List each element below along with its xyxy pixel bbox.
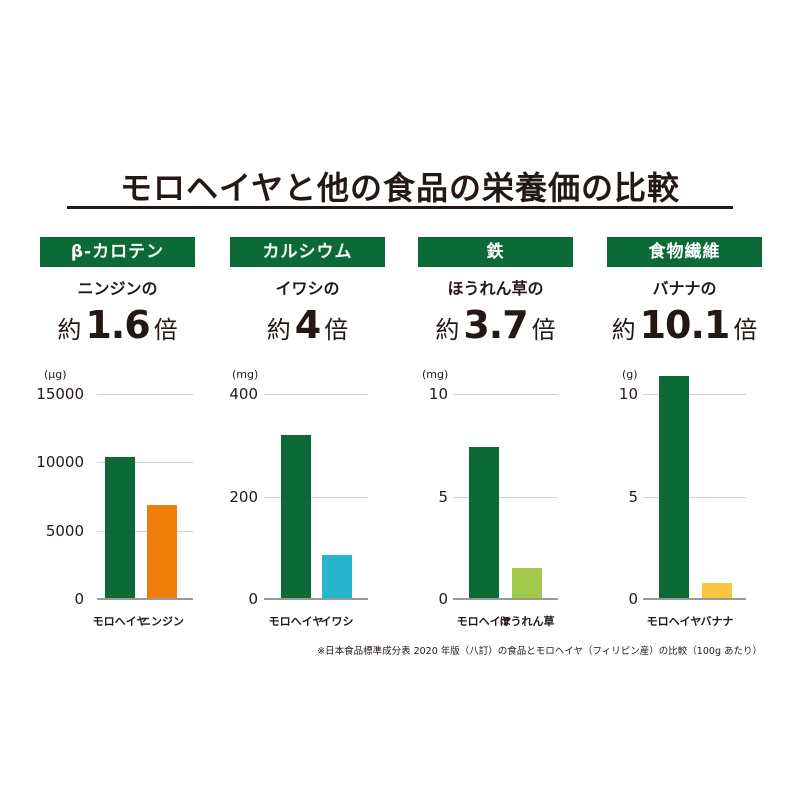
title-underline bbox=[67, 206, 733, 209]
comparison-food-label: バナナの bbox=[652, 279, 717, 298]
bar-molokheiya bbox=[105, 456, 135, 599]
bar-molokheiya bbox=[659, 375, 689, 599]
x-axis-baseline bbox=[453, 598, 558, 600]
y-tick-label: 15000 bbox=[36, 385, 84, 403]
x-category-label: モロヘイヤ bbox=[456, 615, 512, 628]
x-category-label: ニンジン bbox=[140, 615, 184, 628]
bar-comparison bbox=[702, 582, 732, 599]
y-tick-label: 200 bbox=[229, 487, 258, 506]
gridline bbox=[643, 394, 746, 395]
bar-comparison bbox=[147, 504, 177, 599]
bar-molokheiya bbox=[281, 435, 311, 599]
y-tick-label: 0 bbox=[628, 590, 638, 608]
y-tick-label: 0 bbox=[438, 590, 448, 608]
gridline bbox=[264, 496, 368, 498]
comparison-food-label: ほうれん草の bbox=[447, 279, 544, 298]
y-tick-label: 0 bbox=[74, 590, 84, 608]
x-category-label: モロヘイヤ bbox=[268, 615, 324, 628]
multiplier-text: 約 1.6 倍 bbox=[40, 303, 195, 347]
gridline bbox=[97, 394, 193, 395]
approx-label: 約 bbox=[435, 316, 460, 344]
x-axis-baseline bbox=[97, 598, 193, 600]
multiplier-value: 4 bbox=[294, 303, 321, 347]
multiplier-value: 3.7 bbox=[463, 303, 528, 347]
y-axis-unit-label: (g) bbox=[622, 368, 638, 381]
gridline bbox=[643, 496, 746, 498]
gridline bbox=[453, 496, 558, 498]
panel-iron: 鉄 ほうれん草の 約 3.7 倍 bbox=[418, 237, 573, 347]
nutrient-badge: β-カロテン bbox=[40, 237, 195, 267]
x-category-label: モロヘイヤ bbox=[92, 615, 148, 628]
multiplier-value: 1.6 bbox=[85, 303, 150, 347]
times-label: 倍 bbox=[324, 316, 349, 344]
source-footnote: ※日本食品標準成分表 2020 年版（八訂）の食品とモロヘイヤ（フィリピン産）の… bbox=[317, 646, 762, 657]
y-axis-unit-label: (μg) bbox=[44, 368, 67, 381]
y-tick-label: 10 bbox=[428, 385, 448, 403]
approx-label: 約 bbox=[266, 316, 291, 344]
gridline bbox=[453, 394, 558, 395]
bar-comparison bbox=[322, 554, 352, 599]
y-tick-label: 5 bbox=[438, 487, 448, 506]
y-tick-label: 0 bbox=[248, 590, 258, 608]
nutrient-badge: 鉄 bbox=[418, 237, 573, 267]
gridline bbox=[97, 462, 193, 464]
gridline bbox=[97, 530, 193, 532]
gridline bbox=[264, 394, 368, 395]
multiplier-text: 約 10.1 倍 bbox=[607, 303, 762, 347]
x-category-label: バナナ bbox=[700, 615, 734, 628]
y-axis-unit-label: (mg) bbox=[232, 368, 259, 381]
x-category-label: モロヘイヤ bbox=[646, 615, 702, 628]
nutrient-badge: 食物繊維 bbox=[607, 237, 762, 267]
chart-beta-carotene: (μg) 0 5000 10000 15000 モロヘイヤ ニンジン bbox=[30, 360, 220, 640]
x-category-label: イワシ bbox=[320, 615, 354, 628]
comparison-food-label: ニンジンの bbox=[77, 279, 158, 298]
y-tick-label: 5 bbox=[628, 487, 638, 506]
nutrient-badge: カルシウム bbox=[230, 237, 385, 267]
x-axis-baseline bbox=[643, 598, 746, 600]
x-axis-baseline bbox=[264, 598, 368, 600]
approx-label: 約 bbox=[57, 316, 82, 344]
chart-iron: (mg) 0 5 10 モロヘイヤ ほうれん草 bbox=[400, 360, 590, 640]
y-tick-label: 10 bbox=[618, 385, 638, 403]
bar-molokheiya bbox=[469, 447, 499, 599]
page-title: モロヘイヤと他の食品の栄養価の比較 bbox=[119, 169, 681, 207]
times-label: 倍 bbox=[153, 316, 178, 344]
y-tick-label: 400 bbox=[229, 385, 258, 403]
approx-label: 約 bbox=[611, 316, 636, 344]
y-tick-label: 5000 bbox=[45, 521, 84, 540]
panel-dietary-fiber: 食物繊維 バナナの 約 10.1 倍 bbox=[607, 237, 762, 347]
x-category-label: ほうれん草 bbox=[499, 615, 555, 628]
comparison-food-label: イワシの bbox=[275, 279, 340, 298]
multiplier-text: 約 3.7 倍 bbox=[418, 303, 573, 347]
y-axis-unit-label: (mg) bbox=[422, 368, 449, 381]
y-tick-label: 10000 bbox=[36, 453, 84, 472]
chart-calcium: (mg) 0 200 400 モロヘイヤ イワシ bbox=[210, 360, 400, 640]
times-label: 倍 bbox=[733, 316, 758, 344]
multiplier-value: 10.1 bbox=[639, 303, 731, 347]
chart-dietary-fiber: (g) 0 5 10 モロヘイヤ バナナ bbox=[590, 360, 780, 640]
bar-comparison bbox=[512, 568, 542, 599]
panel-beta-carotene: β-カロテン ニンジンの 約 1.6 倍 bbox=[40, 237, 195, 347]
times-label: 倍 bbox=[531, 316, 556, 344]
